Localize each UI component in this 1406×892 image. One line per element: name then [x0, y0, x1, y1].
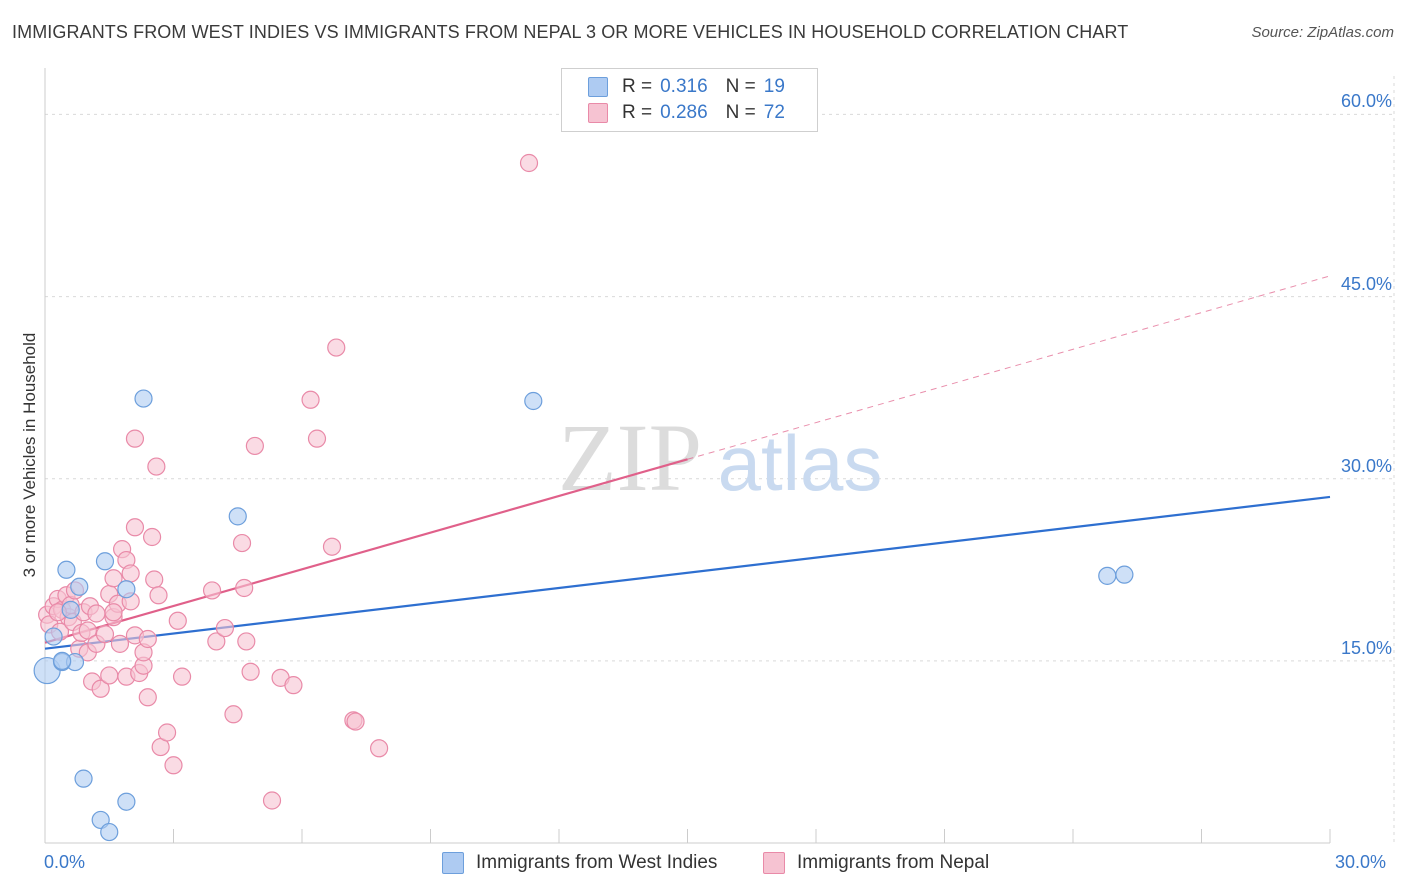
legend-row-nepal: R = 0.286 N = 72 — [588, 101, 785, 125]
point-nepal — [237, 632, 256, 651]
trend-line-solid — [44, 495, 1331, 650]
point-nepal — [301, 390, 320, 409]
bottom-legend-label: Immigrants from Nepal — [797, 852, 990, 873]
point-nepal — [168, 611, 187, 630]
legend-r-value: 0.316 — [660, 76, 708, 97]
point-nepal — [207, 632, 226, 651]
point-nepal — [145, 570, 164, 589]
x-tick-label-min: 0.0% — [44, 852, 86, 872]
point-nepal — [284, 676, 303, 695]
point-nepal — [95, 625, 115, 644]
bottom-legend-label: Immigrants from West Indies — [476, 852, 718, 873]
axes — [44, 68, 1331, 844]
point-nepal — [149, 586, 168, 605]
point-nepal — [104, 603, 123, 622]
y-axis-label: 3 or more Vehicles in Household — [20, 332, 39, 578]
point-nepal — [100, 666, 119, 685]
point-nepal — [157, 723, 177, 742]
point-nepal — [142, 527, 162, 547]
point-west-indies — [74, 769, 93, 788]
legend-r-value: 0.286 — [660, 102, 708, 123]
legend-swatch-pink — [588, 103, 608, 123]
point-west-indies — [100, 822, 119, 842]
point-nepal — [87, 604, 106, 623]
bottom-legend-swatch-pink — [763, 852, 785, 874]
point-nepal — [121, 564, 140, 583]
trend-line-solid — [44, 458, 688, 644]
legend-n-value: 72 — [763, 102, 785, 123]
trend-lines — [44, 275, 1331, 650]
watermark-atlas: atlas — [718, 419, 883, 507]
point-nepal — [172, 667, 192, 686]
point-west-indies — [228, 507, 247, 526]
legend-swatch-blue — [588, 77, 608, 97]
point-nepal — [138, 629, 157, 649]
legend-n-label: N = — [725, 76, 756, 97]
watermark: ZIP atlas — [558, 404, 882, 511]
y-tick-label: 45.0% — [1340, 273, 1392, 294]
point-west-indies — [524, 391, 543, 411]
data-points — [33, 153, 1134, 842]
watermark-zip: ZIP — [558, 404, 702, 511]
point-west-indies — [117, 580, 136, 599]
y-tick-label: 15.0% — [1340, 637, 1392, 658]
point-nepal — [164, 756, 183, 775]
point-west-indies — [57, 560, 76, 579]
point-nepal — [104, 569, 123, 588]
point-nepal — [307, 429, 327, 448]
point-nepal — [138, 688, 157, 707]
point-nepal — [125, 518, 145, 537]
point-west-indies — [44, 627, 63, 646]
bottom-legend-west-indies[interactable]: Immigrants from West Indies — [442, 852, 717, 874]
point-nepal — [232, 533, 252, 553]
point-nepal — [78, 621, 97, 640]
point-nepal — [224, 705, 243, 724]
point-nepal — [215, 618, 234, 638]
legend-row-west-indies: R = 0.316 N = 19 — [588, 75, 785, 99]
point-west-indies — [134, 389, 153, 408]
legend-n-value: 19 — [763, 76, 785, 97]
point-nepal — [245, 436, 264, 456]
point-nepal — [327, 338, 346, 357]
point-nepal — [370, 739, 389, 758]
point-west-indies — [1115, 565, 1134, 584]
trend-line-dashed — [687, 275, 1331, 460]
point-west-indies — [70, 577, 89, 596]
point-west-indies — [53, 651, 72, 670]
point-nepal — [241, 662, 260, 681]
point-west-indies — [95, 552, 115, 571]
point-nepal — [91, 679, 110, 698]
point-nepal — [519, 153, 539, 173]
x-tick-label-max: 30.0% — [1335, 852, 1387, 872]
point-west-indies — [1098, 566, 1117, 585]
bottom-legend-swatch-blue — [442, 852, 464, 874]
point-nepal — [125, 429, 145, 448]
point-nepal — [262, 791, 282, 810]
legend-r-label: R = — [622, 76, 653, 97]
point-nepal — [346, 712, 365, 731]
point-nepal — [322, 537, 342, 556]
chart-title: IMMIGRANTS FROM WEST INDIES VS IMMIGRANT… — [12, 22, 1129, 42]
point-west-indies — [117, 792, 136, 811]
legend-n-label: N = — [725, 102, 756, 123]
legend-r-label: R = — [622, 102, 653, 123]
y-tick-label: 60.0% — [1340, 91, 1392, 112]
point-nepal — [235, 578, 254, 598]
source-credit: Source: ZipAtlas.com — [1251, 24, 1394, 41]
point-nepal — [202, 581, 222, 600]
point-west-indies — [61, 600, 80, 619]
y-tick-label: 30.0% — [1340, 455, 1392, 476]
point-nepal — [147, 457, 166, 476]
point-nepal — [110, 634, 130, 653]
bottom-legend-nepal[interactable]: Immigrants from Nepal — [763, 852, 989, 874]
legend: R = 0.316 N = 19 R = 0.286 N = 72 — [561, 68, 818, 132]
